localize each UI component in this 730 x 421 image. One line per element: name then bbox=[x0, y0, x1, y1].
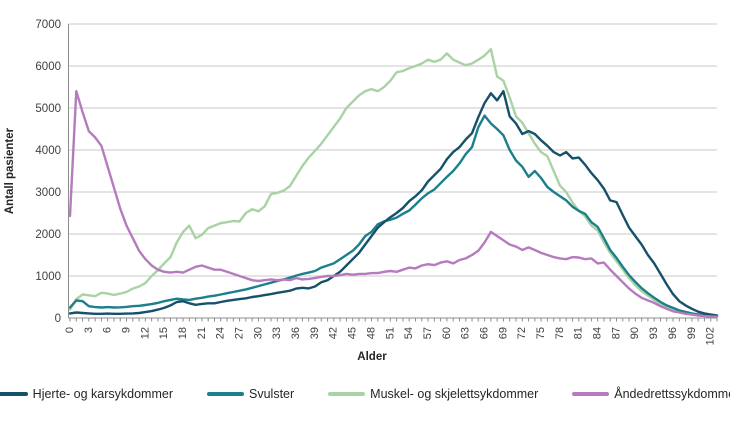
y-tick-label-5000: 5000 bbox=[35, 103, 61, 115]
x-tick-label-66: 66 bbox=[478, 327, 490, 339]
x-tick-label-75: 75 bbox=[535, 327, 547, 339]
legend-label: Muskel- og skjelettsykdommer bbox=[370, 387, 539, 401]
x-tick-label-45: 45 bbox=[347, 327, 359, 339]
y-axis-tick-labels: 0 1000 2000 3000 4000 5000 6000 7000 bbox=[35, 19, 61, 325]
x-tick-label-72: 72 bbox=[516, 327, 528, 339]
legend-swatch-icon bbox=[572, 392, 610, 396]
x-tick-label-18: 18 bbox=[177, 327, 189, 339]
x-tick-label-48: 48 bbox=[365, 327, 377, 339]
x-tick-label-21: 21 bbox=[196, 327, 208, 339]
x-tick-label-93: 93 bbox=[648, 327, 660, 339]
x-axis-tick-labels: 0 3 6 9 12 15 18 21 24 27 30 33 36 39 42 45 48 51 54 57 60 63… bbox=[64, 327, 717, 345]
legend-swatch-icon bbox=[328, 392, 366, 396]
gridlines bbox=[68, 23, 717, 277]
y-axis-title: Antall pasienter bbox=[4, 127, 16, 214]
series-line-3 bbox=[68, 48, 719, 318]
x-tick-label-39: 39 bbox=[309, 327, 321, 339]
y-tick-label-2000: 2000 bbox=[35, 229, 61, 241]
x-tick-label-36: 36 bbox=[290, 327, 302, 339]
y-tick-label-7000: 7000 bbox=[35, 19, 61, 31]
legend-label: Hjerte- og karsykdommer bbox=[32, 387, 173, 401]
x-tick-label-87: 87 bbox=[610, 327, 622, 339]
x-axis-title: Alder bbox=[357, 351, 387, 363]
x-tick-label-42: 42 bbox=[328, 327, 340, 339]
legend-label: Svulster bbox=[249, 387, 295, 401]
legend-label: Åndedrettssykdommer bbox=[614, 387, 730, 401]
series-line-2 bbox=[68, 114, 719, 318]
x-tick-label-78: 78 bbox=[554, 327, 566, 339]
x-tick-label-27: 27 bbox=[234, 327, 246, 339]
legend-swatch-icon bbox=[0, 392, 28, 396]
y-tick-label-3000: 3000 bbox=[35, 187, 61, 199]
y-tick-label-6000: 6000 bbox=[35, 61, 61, 73]
legend-item-4: Åndedrettssykdommer bbox=[572, 387, 730, 401]
x-tick-label-30: 30 bbox=[252, 327, 264, 339]
series-lines bbox=[68, 48, 719, 318]
x-tick-label-69: 69 bbox=[497, 327, 509, 339]
x-tick-label-24: 24 bbox=[215, 327, 227, 339]
x-tick-label-6: 6 bbox=[102, 327, 114, 333]
axes bbox=[68, 24, 718, 322]
legend-swatch-icon bbox=[207, 392, 244, 396]
series-line-1 bbox=[68, 90, 719, 317]
x-tick-label-60: 60 bbox=[441, 327, 453, 339]
x-tick-label-96: 96 bbox=[667, 327, 679, 339]
x-tick-label-51: 51 bbox=[384, 327, 396, 339]
legend-item-3: Muskel- og skjelettsykdommer bbox=[328, 387, 538, 401]
x-tick-label-0: 0 bbox=[64, 327, 76, 333]
x-tick-label-63: 63 bbox=[460, 327, 472, 339]
x-tick-label-102: 102 bbox=[705, 327, 717, 345]
x-tick-label-81: 81 bbox=[573, 327, 585, 339]
series-line-4 bbox=[68, 90, 719, 318]
legend-item-2: Svulster bbox=[207, 387, 294, 401]
y-tick-label-4000: 4000 bbox=[35, 145, 61, 157]
legend-item-1: Hjerte- og karsykdommer bbox=[0, 387, 173, 401]
x-tick-label-9: 9 bbox=[120, 327, 132, 333]
x-tick-label-3: 3 bbox=[83, 327, 95, 333]
x-tick-label-99: 99 bbox=[686, 327, 698, 339]
x-tick-label-12: 12 bbox=[139, 327, 151, 339]
x-tick-label-57: 57 bbox=[422, 327, 434, 339]
x-tick-label-90: 90 bbox=[629, 327, 641, 339]
y-tick-label-0: 0 bbox=[55, 313, 61, 325]
y-tick-label-1000: 1000 bbox=[35, 271, 61, 283]
x-tick-label-15: 15 bbox=[158, 327, 170, 339]
x-tick-label-33: 33 bbox=[271, 327, 283, 339]
x-tick-label-54: 54 bbox=[403, 327, 415, 339]
chart-legend: Hjerte- og karsykdommer Svulster Muskel- o… bbox=[0, 374, 730, 414]
x-tick-label-84: 84 bbox=[592, 327, 604, 339]
